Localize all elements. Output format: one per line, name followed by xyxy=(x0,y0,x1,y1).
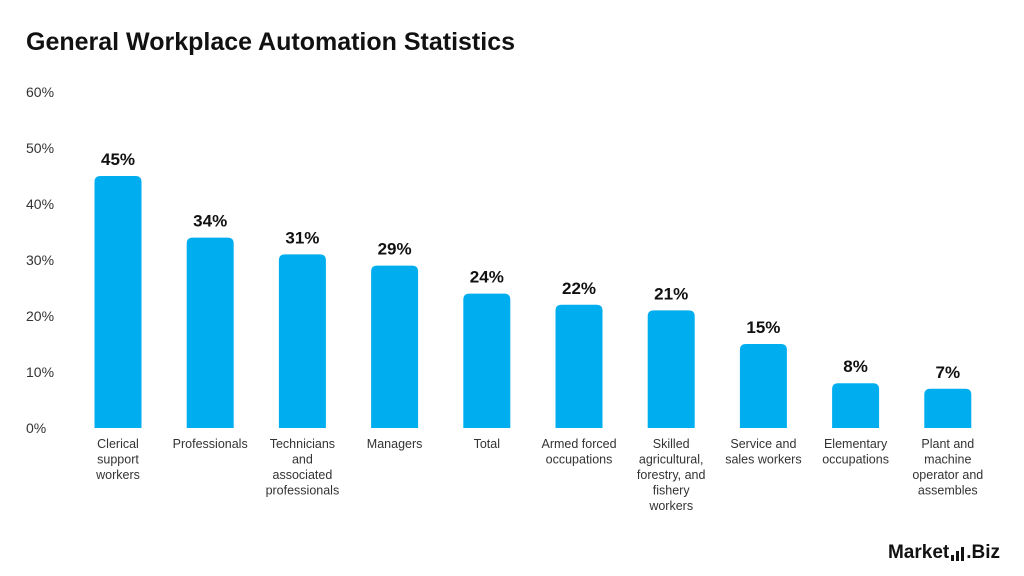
data-label: 22% xyxy=(562,279,596,298)
x-tick-label-line: operator and xyxy=(912,468,983,482)
bar xyxy=(832,383,880,428)
bar-chart-icon xyxy=(951,547,965,561)
bar xyxy=(555,304,603,428)
x-tick-label: Skilled agricultural, forestry, and fishery… xyxy=(637,437,706,513)
x-tick-label-line: fishery xyxy=(653,484,691,498)
x-tick-label-line: machine xyxy=(924,453,971,467)
brand-logo: Market .Biz xyxy=(888,542,1000,564)
bar xyxy=(924,388,972,428)
x-tick-label: Plant and machine operator and assembles xyxy=(912,437,983,498)
y-tick-label: 0% xyxy=(26,420,46,436)
data-label: 31% xyxy=(285,228,319,247)
data-label: 45% xyxy=(101,150,135,169)
brand-logo-text: Market xyxy=(887,542,950,563)
x-tick-label-line: and xyxy=(292,453,313,467)
data-label: 24% xyxy=(470,268,504,287)
bar xyxy=(647,310,695,428)
x-tick-label-line: occupations xyxy=(546,453,613,467)
bar xyxy=(739,344,787,428)
bar xyxy=(463,293,511,428)
x-tick-label-line: Armed forced xyxy=(541,437,616,451)
x-tick-label-line: Managers xyxy=(367,437,423,451)
x-tick-label: Service and sales workers xyxy=(725,437,801,467)
x-tick-label-line: agricultural, xyxy=(639,453,704,467)
x-tick-label-line: support xyxy=(97,453,139,467)
x-tick-label: Managers xyxy=(367,437,423,451)
x-tick-label-line: Clerical xyxy=(97,437,139,451)
y-tick-label: 50% xyxy=(26,140,54,156)
y-axis: 0% 10% 20% 30% 40% 50% 60% xyxy=(26,84,54,436)
x-tick-label-line: professionals xyxy=(266,484,340,498)
x-tick-label: Elementary occupations xyxy=(822,437,889,467)
x-tick-label: Armed forced occupations xyxy=(541,437,616,467)
x-tick-label-line: Elementary xyxy=(824,437,888,451)
y-tick-label: 60% xyxy=(26,84,54,100)
x-tick-label-line: sales workers xyxy=(725,453,801,467)
value-labels: 45% 34% 31% 29% 24% 22% 21% 15% 8% 7% xyxy=(101,150,960,382)
data-label: 7% xyxy=(936,363,961,382)
bar xyxy=(371,265,419,428)
y-tick-label: 40% xyxy=(26,196,54,212)
y-tick-label: 30% xyxy=(26,252,54,268)
bar xyxy=(278,254,326,428)
x-tick-label-line: Total xyxy=(474,437,500,451)
x-tick-label-line: occupations xyxy=(822,453,889,467)
bar xyxy=(186,237,234,428)
x-tick-label-line: Technicians xyxy=(270,437,335,451)
bars xyxy=(94,176,972,428)
x-tick-label-line: workers xyxy=(95,468,140,482)
x-tick-label-line: assembles xyxy=(918,484,978,498)
data-label: 15% xyxy=(746,318,780,337)
x-tick-label-line: Plant and xyxy=(921,437,974,451)
x-tick-label-line: Skilled xyxy=(653,437,690,451)
x-tick-label-line: forestry, and xyxy=(637,468,706,482)
x-tick-label-line: Professionals xyxy=(173,437,248,451)
x-tick-label: Professionals xyxy=(173,437,248,451)
x-tick-label: Clerical support workers xyxy=(95,437,140,482)
data-label: 21% xyxy=(654,284,688,303)
brand-logo-suffix: .Biz xyxy=(966,542,1000,563)
x-tick-label: Technicians and associated professionals xyxy=(266,437,340,498)
y-tick-label: 10% xyxy=(26,364,54,380)
x-tick-label-line: Service and xyxy=(730,437,796,451)
bar xyxy=(94,176,142,428)
chart-title: General Workplace Automation Statistics xyxy=(26,28,516,56)
x-tick-label: Total xyxy=(474,437,500,451)
x-tick-label-line: associated xyxy=(273,468,333,482)
data-label: 34% xyxy=(193,212,227,231)
x-tick-label-line: workers xyxy=(648,499,693,513)
data-label: 29% xyxy=(378,240,412,259)
y-tick-label: 20% xyxy=(26,308,54,324)
data-label: 8% xyxy=(843,357,868,376)
